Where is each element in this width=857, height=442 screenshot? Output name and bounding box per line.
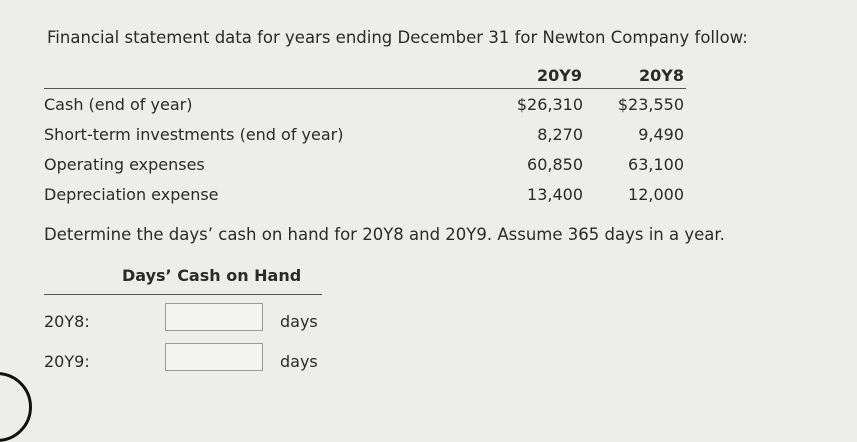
table-row: Short-term investments (end of year) 8,2… — [44, 119, 686, 149]
table-row: Depreciation expense 13,400 12,000 — [44, 179, 686, 209]
value-20y8: $23,550 — [617, 95, 684, 114]
value-20y9: 60,850 — [527, 155, 583, 174]
value-20y8: 9,490 — [638, 125, 684, 144]
financial-data-table: 20Y9 20Y8 Cash (end of year) $26,310 $23… — [44, 62, 686, 209]
table-header: 20Y9 20Y8 — [44, 62, 686, 89]
value-20y9: 8,270 — [537, 125, 583, 144]
row-label: Operating expenses — [44, 155, 205, 174]
value-20y9: $26,310 — [516, 95, 583, 114]
column-header-20y9: 20Y9 — [537, 66, 582, 85]
table-row: Cash (end of year) $26,310 $23,550 — [44, 89, 686, 119]
edge-arc-decoration — [0, 372, 32, 442]
answer-section-title: Days’ Cash on Hand — [122, 266, 302, 285]
divider — [44, 294, 322, 295]
answer-label-20y9: 20Y9: — [44, 352, 90, 371]
days-input-20y9[interactable] — [165, 343, 263, 371]
unit-label: days — [280, 312, 318, 331]
days-input-20y8[interactable] — [165, 303, 263, 331]
value-20y9: 13,400 — [527, 185, 583, 204]
answer-label-20y8: 20Y8: — [44, 312, 90, 331]
column-header-20y8: 20Y8 — [639, 66, 684, 85]
unit-label: days — [280, 352, 318, 371]
row-label: Short-term investments (end of year) — [44, 125, 344, 144]
question-text: Determine the days’ cash on hand for 20Y… — [44, 225, 725, 244]
value-20y8: 63,100 — [628, 155, 684, 174]
intro-text: Financial statement data for years endin… — [47, 28, 748, 47]
table-row: Operating expenses 60,850 63,100 — [44, 149, 686, 179]
row-label: Depreciation expense — [44, 185, 219, 204]
value-20y8: 12,000 — [628, 185, 684, 204]
row-label: Cash (end of year) — [44, 95, 193, 114]
